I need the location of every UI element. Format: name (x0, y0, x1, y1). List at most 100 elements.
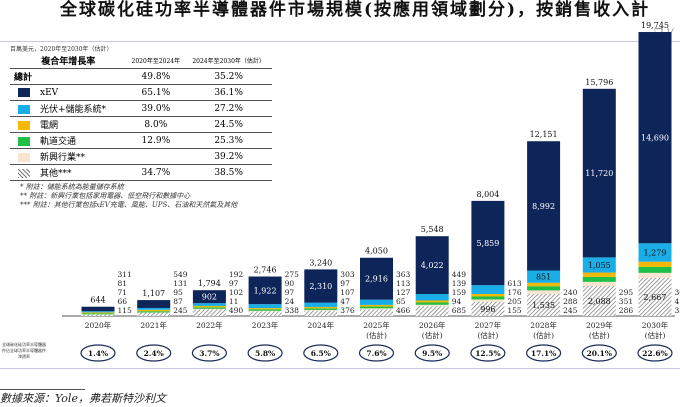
penetration-ellipse (303, 344, 339, 362)
bar-segment (471, 293, 505, 297)
x-tick-label: 2020年 (85, 320, 112, 330)
bar-segment (582, 257, 616, 273)
x-tick-label: 2024年 (308, 320, 335, 330)
bar-segment (192, 307, 226, 309)
bar-segment (415, 304, 449, 307)
cagr-2024-2030: 27.2% (185, 100, 272, 117)
side-value-label: 81 (118, 279, 128, 288)
bar-value-label: 851 (536, 273, 551, 282)
bar-segment (415, 236, 449, 295)
side-value-label: 155 (507, 306, 522, 315)
side-value-label: 376 (340, 306, 355, 315)
bar-segment (304, 306, 338, 309)
side-value-label: 131 (173, 279, 187, 288)
side-value-label: 415 (675, 297, 680, 306)
x-tick-label: (估計) (533, 330, 554, 340)
chart-title: 全球碳化硅功率半導體器件市場規模(按應用領域劃分)，按銷售收入計 (60, 0, 651, 20)
bar-segment (248, 310, 282, 312)
x-tick-label: (估計) (422, 330, 443, 340)
bar-value-label: 11,720 (585, 169, 613, 178)
side-value-label: 97 (229, 279, 239, 288)
x-tick-label: 2030年 (642, 320, 669, 330)
bar-value-label: 14,690 (641, 134, 669, 143)
bar-segment (471, 285, 505, 294)
legend-swatch (18, 137, 30, 146)
cagr-2020-2024: 39.0% (126, 100, 186, 117)
table-row: xEV 65.1% 36.1% (10, 84, 272, 101)
penetration-value: 1.4% (88, 349, 108, 358)
side-value-label: 240 (563, 288, 578, 297)
table-row: 總計 49.8% 35.2% (10, 68, 272, 85)
bar-segment (638, 266, 672, 273)
side-value-label: 490 (229, 306, 244, 315)
cagr-2024-2030: 35.2% (185, 68, 272, 85)
bar-segment (81, 311, 115, 313)
cagr-2024-2030: 38.5% (185, 164, 272, 181)
side-value-label: 245 (173, 306, 188, 315)
table-row: 軌道交通 12.9% 25.3% (10, 132, 272, 149)
side-value-label: 245 (563, 306, 578, 315)
bar-segment (360, 309, 393, 316)
side-value-label: 107 (340, 288, 355, 297)
bar-segment (360, 257, 393, 300)
bar-segment (81, 313, 115, 315)
bar-segment (638, 261, 672, 267)
side-value-label: 303 (340, 270, 355, 279)
x-tick-label: 2023年 (252, 320, 279, 330)
side-value-label: 71 (118, 288, 128, 297)
bar-segment (248, 311, 282, 316)
side-value-label: 549 (173, 270, 188, 279)
penetration-ellipse (247, 344, 283, 362)
bar-value-label: 2,916 (365, 275, 388, 284)
side-value-label: 47 (340, 297, 350, 306)
penetration-label: 全球碳化硅功率半導體器件佔全球功率半導體器件滲透率 (2, 342, 46, 359)
bar-segment (304, 269, 338, 303)
total-label: 1,794 (198, 279, 221, 288)
penetration-ellipse (136, 344, 172, 362)
side-value-label: 66 (118, 297, 128, 306)
cagr-2020-2024: 34.7% (126, 164, 186, 181)
side-value-label: 311 (118, 270, 132, 279)
bar-segment (248, 276, 282, 305)
bar-segment (137, 307, 171, 310)
cagr-2024-2030: 25.3% (185, 132, 272, 149)
row-label: xEV (40, 87, 59, 98)
divider (0, 389, 85, 390)
unit-label: 百萬美元，2020年至2030年（估計） (10, 46, 113, 53)
x-tick-label: 2022年 (196, 320, 223, 330)
penetration-value: 9.5% (422, 349, 442, 358)
bar-segment (81, 306, 115, 312)
penetration-value: 7.6% (366, 349, 386, 358)
x-tick-label: (估計) (645, 330, 666, 340)
bar-segment (415, 306, 449, 316)
penetration-ellipse (470, 344, 506, 362)
bar-segment (192, 290, 226, 304)
footnotes: * 附註：儲能系統為能量儲存系統 ** 附註：新興行業包括家用電器、低空飛行和數… (20, 183, 237, 210)
bar-segment (638, 277, 672, 316)
side-value-label: 332 (675, 306, 680, 315)
bar-segment (527, 270, 561, 283)
bar-segment (360, 308, 393, 310)
table-row: 電網 8.0% 24.5% (10, 116, 272, 133)
bar-value-label: 1,535 (532, 301, 555, 310)
side-value-label: 449 (452, 270, 467, 279)
penetration-ellipse (80, 344, 116, 362)
bar-segment (527, 286, 561, 291)
side-value-label: 159 (452, 288, 467, 297)
x-tick-label: 2027年 (475, 320, 502, 330)
bar-segment (304, 308, 338, 310)
bar-value-label: 8,992 (532, 202, 555, 211)
side-value-label: 95 (173, 288, 183, 297)
row-label: 其他*** (40, 169, 72, 179)
side-value-label: 205 (507, 297, 522, 306)
side-value-label: 466 (396, 306, 411, 315)
bar-segment (304, 310, 338, 316)
bar-segment (360, 306, 393, 309)
bar-value-label: 2,310 (309, 282, 332, 291)
side-value-label: 97 (285, 288, 295, 297)
divider (0, 368, 680, 369)
penetration-value: 12.5% (475, 349, 500, 358)
bar-segment (415, 300, 449, 303)
legend-swatch (18, 153, 30, 162)
